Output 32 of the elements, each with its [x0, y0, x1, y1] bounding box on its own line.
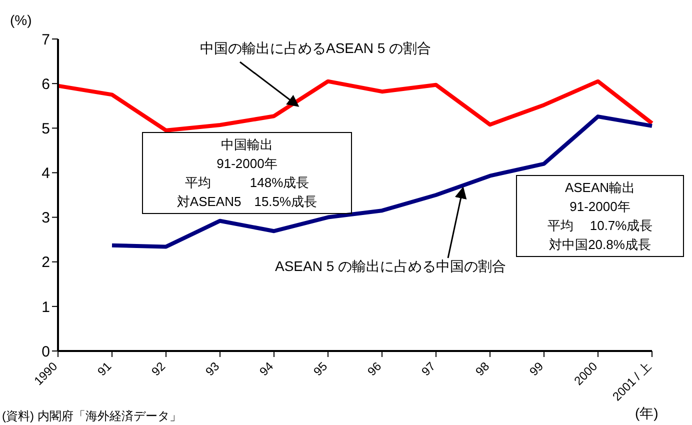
x-tick-label: 92	[148, 359, 168, 379]
annotation: 平均 10.7%成長	[546, 217, 654, 235]
y-tick-label: 1	[42, 298, 50, 316]
x-tick-label: 95	[310, 359, 330, 379]
y-tick-label: 6	[42, 76, 50, 93]
annotation: 対中国20.8%成長	[548, 236, 652, 254]
y-tick-label: 0	[42, 343, 50, 360]
x-axis-title: (年)	[635, 405, 658, 423]
x-tick-label: 97	[418, 359, 438, 379]
y-tick-label: 3	[42, 210, 50, 227]
x-tick-label: 98	[472, 359, 492, 379]
annotation: 平均 148%成長	[184, 174, 310, 192]
y-tick-label: 5	[42, 120, 50, 138]
annotation: 91-2000年	[568, 198, 632, 216]
line-series	[110, 114, 654, 249]
annotation: 対ASEAN5 15.5%成長	[176, 193, 318, 211]
x-tick-label: 99	[526, 359, 546, 379]
text: 中国の輸出に占めるASEAN 5 の割合	[200, 40, 432, 58]
annotation: 91-2000年	[216, 155, 278, 173]
y-axis-title: (%)	[10, 12, 32, 28]
text: (資料) 内閣府「海外経済データ」	[2, 408, 182, 425]
annotation: 中国輸出	[220, 136, 274, 154]
x-tick-label: 96	[364, 359, 384, 379]
annotation: ASEAN輸出	[564, 179, 636, 197]
y-tick-label: 4	[42, 165, 50, 182]
x-tick-label: 94	[256, 359, 276, 379]
y-tick-label: 2	[42, 254, 50, 272]
x-tick-label: 91	[94, 359, 114, 379]
series-label: ASEAN 5 の輸出に占める中国の割合	[275, 258, 506, 276]
x-tick-label: 93	[202, 359, 222, 379]
line-series	[56, 79, 654, 132]
y-tick-label: 7	[42, 31, 50, 48]
